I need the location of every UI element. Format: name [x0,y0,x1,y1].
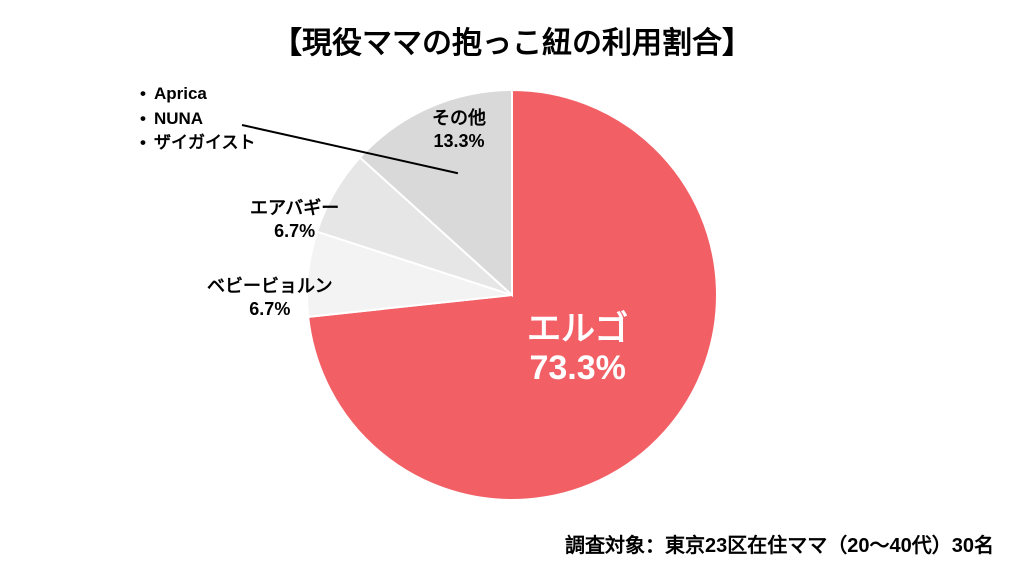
list-item: Aprica [140,82,255,107]
slice-label-line: 73.3% [527,349,628,388]
slice-label-airbuggy: エアバギー 6.7% [250,197,339,242]
slice-label-line: 13.3% [432,130,486,153]
slice-label-line: 6.7% [250,220,339,243]
list-item: ザイガイスト [140,131,255,156]
pie-svg [302,85,722,505]
other-brands-list: Aprica NUNA ザイガイスト [140,82,255,156]
slice-label-babybjorn: ベビービョルン 6.7% [207,275,333,320]
footnote: 調査対象：東京23区在住ママ（20〜40代）30名 [565,529,994,558]
slice-label-line: エアバギー [250,197,339,220]
slice-label-other: その他 13.3% [432,107,486,152]
slice-label-line: その他 [432,107,486,130]
pie-chart: エルゴ 73.3% ベビービョルン 6.7% エアバギー 6.7% その他 13… [302,85,722,505]
slice-label-line: 6.7% [207,298,333,321]
page-title: 【現役ママの抱っこ紐の利用割合】 [0,18,1024,62]
list-item: NUNA [140,107,255,132]
slice-label-ergo: エルゴ 73.3% [527,310,628,388]
slice-label-line: ベビービョルン [207,275,333,298]
slice-label-line: エルゴ [527,310,628,349]
